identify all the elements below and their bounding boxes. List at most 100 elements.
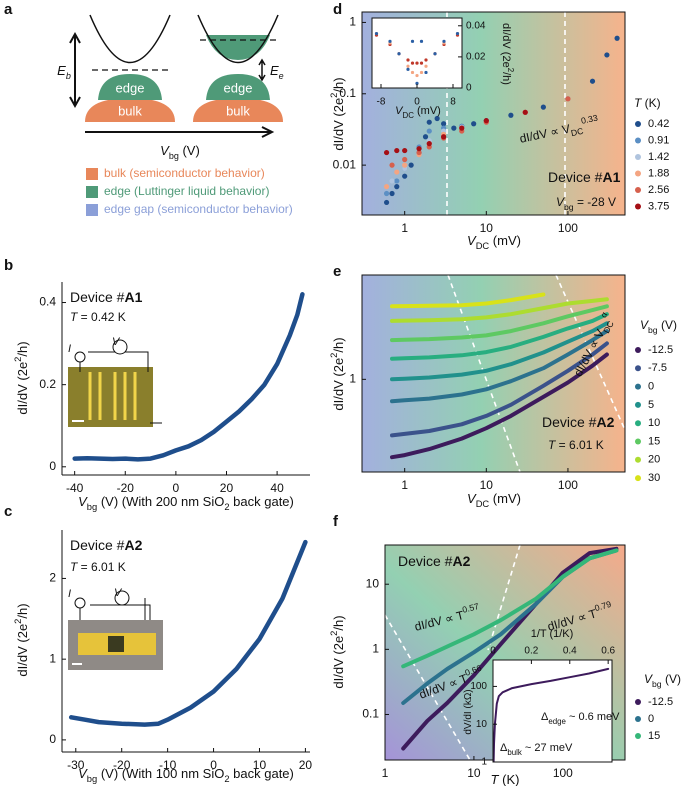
annotation: Device #A2	[542, 414, 615, 430]
x-tick-label: 0	[490, 646, 496, 657]
x-axis-label: VDC (mV)	[467, 233, 521, 251]
annotation-part: = 0.42 K	[77, 310, 125, 324]
annotation: Device #A2	[70, 537, 143, 553]
annotation-part: bg	[564, 202, 574, 212]
x-tick-label: 0	[210, 758, 217, 772]
annotation-part: = -28 V	[574, 195, 616, 209]
x-tick-label: 1	[401, 221, 408, 235]
data-layer	[374, 31, 460, 85]
x-tick-label: 100	[558, 221, 578, 235]
band-label: edge	[224, 80, 253, 95]
data-point	[402, 173, 408, 179]
x-axis-label-part: bg	[87, 774, 97, 784]
y-axis-label-part: /h)	[15, 603, 30, 618]
data-point	[402, 147, 408, 154]
x-tick-label: 1	[401, 478, 408, 492]
annotation-part: I	[68, 588, 71, 600]
band-diagram: edge bulk edge bulk Eb Ee Vbg (V)	[57, 14, 284, 161]
data-point	[415, 61, 419, 65]
data-point	[433, 52, 437, 56]
legend-title: Vbg (V)	[644, 672, 681, 689]
legend-label: 30	[648, 472, 660, 484]
eb-part: b	[66, 71, 71, 81]
legend-label: -12.5	[648, 696, 673, 708]
y-axis-label-part: 2	[329, 631, 339, 636]
plot-background	[493, 660, 612, 762]
y-axis-label-part: dV/dI (kΩ)	[463, 689, 474, 734]
data-point	[383, 149, 390, 156]
x-tick-label: 100	[553, 766, 573, 780]
data-point	[406, 67, 410, 71]
y-tick-label: 0.1	[339, 86, 356, 100]
legend-label: 0	[648, 713, 654, 725]
x-axis-label-part: V	[395, 105, 404, 117]
annotation-part: I	[68, 343, 71, 355]
data-point	[451, 125, 457, 131]
data-point	[397, 52, 401, 56]
band-label: edge	[116, 80, 145, 95]
annotation-part: T	[70, 560, 79, 574]
legend-label: 15	[648, 730, 660, 742]
annotation-part: DC	[570, 126, 584, 138]
data-point	[455, 31, 460, 36]
x-tick-label: 10	[467, 766, 481, 780]
data-point	[483, 118, 489, 124]
data-point	[471, 121, 477, 127]
y-axis-label-part: 2	[329, 353, 339, 358]
data-layer	[383, 35, 620, 206]
data-point	[383, 190, 390, 197]
x-axis-label-part: V	[78, 494, 88, 509]
y-tick-label: 0.02	[466, 52, 486, 63]
x-axis-label-part: DC	[476, 499, 490, 509]
x-axis-label-part: V	[467, 233, 477, 248]
x-tick-label: 10	[480, 221, 494, 235]
legend-label: 0	[648, 381, 654, 393]
annotation: T = 6.01 K	[70, 560, 126, 574]
data-point	[394, 184, 400, 190]
data-point	[416, 146, 422, 152]
legend-title: T (K)	[634, 96, 661, 110]
legend-swatch	[635, 121, 641, 127]
legend-title-part: (V)	[662, 672, 681, 686]
legend-title-part: T	[634, 96, 643, 110]
data-point	[408, 162, 414, 168]
data-line	[401, 548, 619, 669]
annotation-part: 0.79	[593, 599, 612, 613]
annotation-part: Device #	[70, 289, 125, 305]
legend-label: bulk (semiconductor behavior)	[104, 166, 265, 180]
current-source	[74, 597, 86, 609]
annotation: T = 6.01 K	[548, 438, 604, 452]
data-layer	[401, 546, 619, 751]
x-axis-label-part: DC	[403, 111, 415, 120]
legend-label: 2.56	[648, 184, 669, 196]
legend-title-part: bg	[652, 679, 662, 689]
legend-label: 3.75	[648, 200, 669, 212]
ee-part: e	[279, 71, 284, 81]
annotation-part: ~ 27 meV	[522, 742, 573, 754]
edge-band	[98, 74, 162, 100]
y-tick-label: 1	[349, 15, 356, 29]
x-axis-label-part: (mV)	[414, 105, 441, 117]
x-tick-label: 100	[558, 478, 578, 492]
legend-swatch	[86, 168, 98, 180]
data-line	[390, 312, 609, 361]
annotation: I	[68, 588, 71, 600]
data-layer	[72, 292, 305, 462]
x-axis-label-part: (mV)	[489, 491, 521, 506]
legend-swatch	[86, 204, 98, 216]
legend-swatch	[635, 347, 641, 353]
x-tick-label: 0	[173, 481, 180, 495]
data-point	[419, 39, 424, 43]
data-point	[383, 199, 390, 206]
x-tick-label: 0	[414, 97, 420, 108]
annotation-part: Device #	[398, 553, 453, 569]
x-tick-label: 10	[253, 758, 267, 772]
x-tick-label: -30	[67, 758, 85, 772]
y-tick-label: 1	[349, 372, 356, 386]
y-axis-label-part: /h)	[15, 341, 30, 356]
data-point	[410, 39, 415, 43]
data-point	[419, 61, 424, 65]
data-point	[442, 39, 446, 43]
legend-swatch	[635, 383, 641, 390]
